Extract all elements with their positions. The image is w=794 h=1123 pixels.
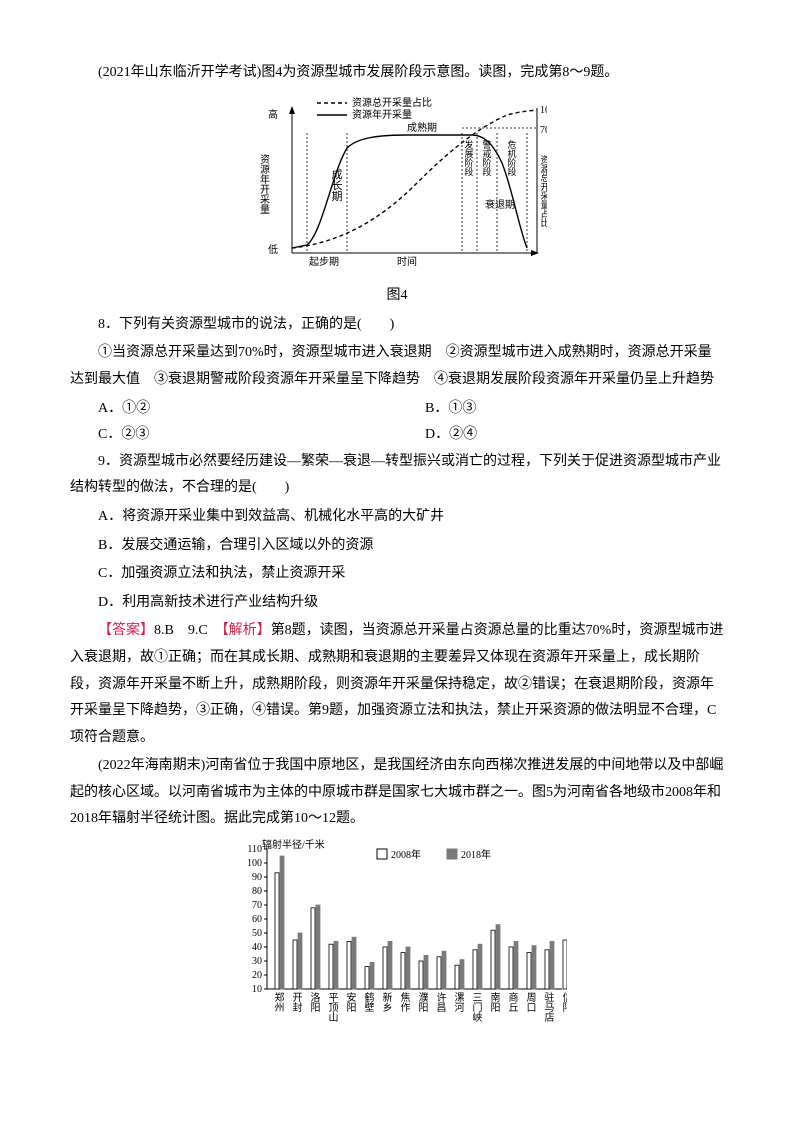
svg-text:资源总开采量占比: 资源总开采量占比 xyxy=(352,96,432,109)
svg-text:新乡: 新乡 xyxy=(383,991,393,1014)
svg-text:商丘: 商丘 xyxy=(509,991,519,1014)
svg-text:衰退期: 衰退期 xyxy=(485,198,515,211)
answer-label: 【答案】 xyxy=(98,623,154,638)
svg-text:100%: 100% xyxy=(540,105,547,116)
svg-text:发展阶段: 发展阶段 xyxy=(464,139,473,177)
svg-text:资源年开采量: 资源年开采量 xyxy=(260,154,270,216)
chart-1-svg: 资源总开采量占比资源年开采量起步期成长期成熟期发展阶段警戒阶段危机阶段衰退期高低… xyxy=(247,93,547,273)
q8-body: ①当资源总开采量达到70%时，资源型城市进入衰退期 ②资源型城市进入成熟期时，资… xyxy=(70,340,724,393)
svg-text:110: 110 xyxy=(247,844,262,855)
svg-text:安阳: 安阳 xyxy=(347,991,357,1014)
answer-text: 8.B 9.C xyxy=(154,623,222,638)
q8-stem: 8．下列有关资源型城市的说法，正确的是( ) xyxy=(70,312,724,339)
q8-opts-row1: A．①② B．①③ xyxy=(70,396,724,423)
q9-opt-b: B．发展交通运输，合理引入区域以外的资源 xyxy=(70,533,724,560)
svg-text:2008年: 2008年 xyxy=(391,848,421,861)
svg-text:70%: 70% xyxy=(540,125,547,136)
q8-opt-d: D．②④ xyxy=(397,422,724,449)
q8-opt-c: C．②③ xyxy=(70,422,397,449)
svg-text:辐射半径/千米: 辐射半径/千米 xyxy=(262,839,325,851)
svg-text:洛阳: 洛阳 xyxy=(311,991,321,1014)
q9-opt-a: A．将资源开采业集中到效益高、机械化水平高的大矿井 xyxy=(70,504,724,531)
svg-text:资源总开采量占比: 资源总开采量占比 xyxy=(540,155,547,228)
chart-1-caption: 图4 xyxy=(70,283,724,310)
svg-text:许昌: 许昌 xyxy=(437,992,447,1014)
intro-1: (2021年山东临沂开学考试)图4为资源型城市发展阶段示意图。读图，完成第8～9… xyxy=(70,60,724,87)
svg-text:起步期: 起步期 xyxy=(309,256,339,268)
svg-text:开封: 开封 xyxy=(293,993,303,1014)
svg-text:平顶山: 平顶山 xyxy=(329,993,339,1024)
svg-text:郑州: 郑州 xyxy=(275,991,285,1014)
svg-text:南阳: 南阳 xyxy=(491,991,501,1014)
svg-text:高: 高 xyxy=(268,108,278,121)
svg-text:70: 70 xyxy=(252,900,262,911)
svg-text:信阳: 信阳 xyxy=(563,992,568,1014)
q8-opt-a: A．①② xyxy=(70,396,397,423)
svg-text:鹤壁: 鹤壁 xyxy=(365,991,375,1014)
svg-text:80: 80 xyxy=(252,886,262,897)
svg-text:低: 低 xyxy=(268,243,278,256)
answer-block: 【答案】8.B 9.C 【解析】第8题，读图，当资源总开采量占资源总量的比重达7… xyxy=(70,618,724,751)
svg-text:危机阶段: 危机阶段 xyxy=(507,139,516,177)
svg-text:50: 50 xyxy=(252,928,262,939)
q8-opts-row2: C．②③ D．②④ xyxy=(70,422,724,449)
svg-text:三门峡: 三门峡 xyxy=(473,993,483,1024)
svg-text:漯河: 漯河 xyxy=(455,992,465,1014)
explain-label: 【解析】 xyxy=(222,623,271,638)
svg-text:10: 10 xyxy=(252,984,262,995)
svg-text:60: 60 xyxy=(252,914,262,925)
explain-text: 第8题，读图，当资源总开采量占资源总量的比重达70%时，资源型城市进入衰退期，故… xyxy=(70,623,723,744)
svg-text:100: 100 xyxy=(247,858,262,869)
q8-opt-b: B．①③ xyxy=(397,396,724,423)
svg-text:成熟期: 成熟期 xyxy=(407,121,437,134)
chart-2-container: 10 20 30 40 50 60 70 80 90 100 110辐射半径/千米 2008年 2018… xyxy=(70,839,724,1050)
q9-stem: 9．资源型城市必然要经历建设—繁荣—衰退—转型振兴或消亡的过程，下列关于促进资源… xyxy=(70,449,724,502)
svg-text:驻马店: 驻马店 xyxy=(545,991,555,1024)
q9-opt-d: D．利用高新技术进行产业结构升级 xyxy=(70,590,724,617)
svg-text:警戒阶段: 警戒阶段 xyxy=(482,139,491,177)
svg-text:成长期: 成长期 xyxy=(332,168,343,203)
svg-text:资源年开采量: 资源年开采量 xyxy=(352,108,412,121)
chart-1-container: 资源总开采量占比资源年开采量起步期成长期成熟期发展阶段警戒阶段危机阶段衰退期高低… xyxy=(70,93,724,310)
svg-text:周口: 周口 xyxy=(527,992,537,1014)
svg-text:20: 20 xyxy=(252,970,262,981)
svg-text:濮阳: 濮阳 xyxy=(419,991,429,1014)
svg-text:2018年: 2018年 xyxy=(461,848,491,861)
q9-opt-c: C．加强资源立法和执法，禁止资源开采 xyxy=(70,561,724,588)
svg-text:30: 30 xyxy=(252,956,262,967)
intro-2: (2022年海南期末)河南省位于我国中原地区，是我国经济由东向西梯次推进发展的中… xyxy=(70,753,724,833)
svg-text:90: 90 xyxy=(252,872,262,883)
svg-text:40: 40 xyxy=(252,942,262,953)
svg-text:焦作: 焦作 xyxy=(401,991,411,1014)
chart-2-svg: 10 20 30 40 50 60 70 80 90 100 110辐射半径/千米 2008年 2018… xyxy=(227,839,567,1039)
svg-text:时间: 时间 xyxy=(397,255,417,268)
